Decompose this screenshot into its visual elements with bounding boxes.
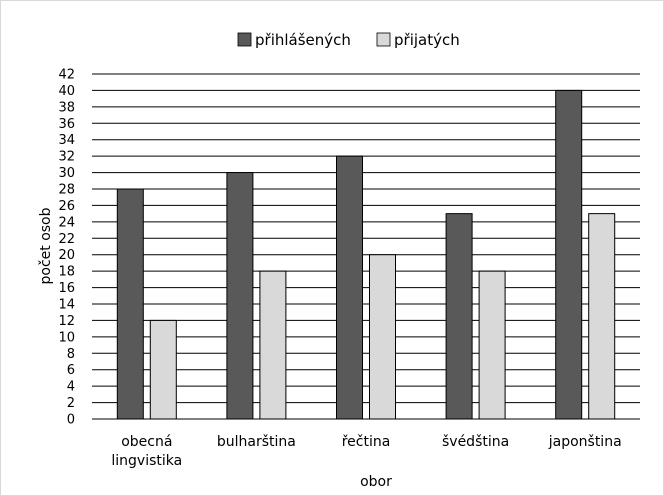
y-tick-label: 40 bbox=[58, 84, 75, 99]
legend: přihlášených přijatých bbox=[237, 31, 460, 49]
legend-swatch-series-2 bbox=[376, 32, 391, 47]
bars bbox=[116, 89, 616, 420]
y-axis-title: počet osob bbox=[38, 207, 54, 284]
legend-swatch-series-1 bbox=[237, 32, 252, 47]
y-tick-label: 30 bbox=[58, 166, 75, 181]
y-tick-label: 38 bbox=[58, 100, 75, 115]
x-category-label: obecná lingvistika bbox=[111, 434, 182, 469]
gridlines bbox=[92, 73, 640, 404]
y-tick-label: 2 bbox=[67, 396, 75, 411]
bar-series-2 bbox=[149, 319, 177, 420]
bar-series-2 bbox=[588, 213, 616, 420]
y-tick-label: 22 bbox=[58, 232, 75, 247]
y-tick-label: 26 bbox=[58, 199, 75, 214]
y-tick-label: 20 bbox=[58, 248, 75, 263]
y-tick-label: 16 bbox=[58, 281, 75, 296]
x-axis-title: obor bbox=[360, 474, 392, 490]
bar-series-2 bbox=[478, 270, 506, 420]
y-tick-label: 32 bbox=[58, 150, 75, 165]
bar-series-1 bbox=[555, 89, 583, 420]
x-axis-labels: obecná lingvistika bulharština řečtina švédš… bbox=[111, 434, 621, 469]
y-tick-label: 8 bbox=[67, 347, 75, 362]
x-category-label: švédština bbox=[442, 434, 509, 450]
bar-series-1 bbox=[445, 213, 473, 420]
y-tick-label: 42 bbox=[58, 68, 75, 83]
bar-series-2 bbox=[259, 270, 287, 420]
bar-series-2 bbox=[369, 254, 396, 420]
y-tick-label: 14 bbox=[58, 298, 75, 313]
y-tick-label: 4 bbox=[67, 380, 75, 395]
y-tick-label: 6 bbox=[67, 363, 75, 378]
y-tick-label: 0 bbox=[67, 413, 75, 428]
bar-series-1 bbox=[336, 155, 363, 420]
y-tick-label: 28 bbox=[58, 183, 75, 198]
x-category-label: řečtina bbox=[342, 434, 391, 450]
bar-series-1 bbox=[226, 172, 254, 420]
legend-label-series-1: přihlášených bbox=[255, 31, 351, 49]
y-tick-label: 18 bbox=[58, 265, 75, 280]
y-tick-label: 24 bbox=[58, 215, 75, 230]
x-category-label: japonština bbox=[548, 434, 622, 450]
y-tick-label: 36 bbox=[58, 117, 75, 132]
y-tick-label: 12 bbox=[58, 314, 75, 329]
bar-series-1 bbox=[116, 188, 144, 420]
y-tick-label: 10 bbox=[58, 330, 75, 345]
x-category-label: bulharština bbox=[217, 434, 296, 450]
legend-label-series-2: přijatých bbox=[394, 31, 460, 49]
y-tick-label: 34 bbox=[58, 133, 75, 148]
